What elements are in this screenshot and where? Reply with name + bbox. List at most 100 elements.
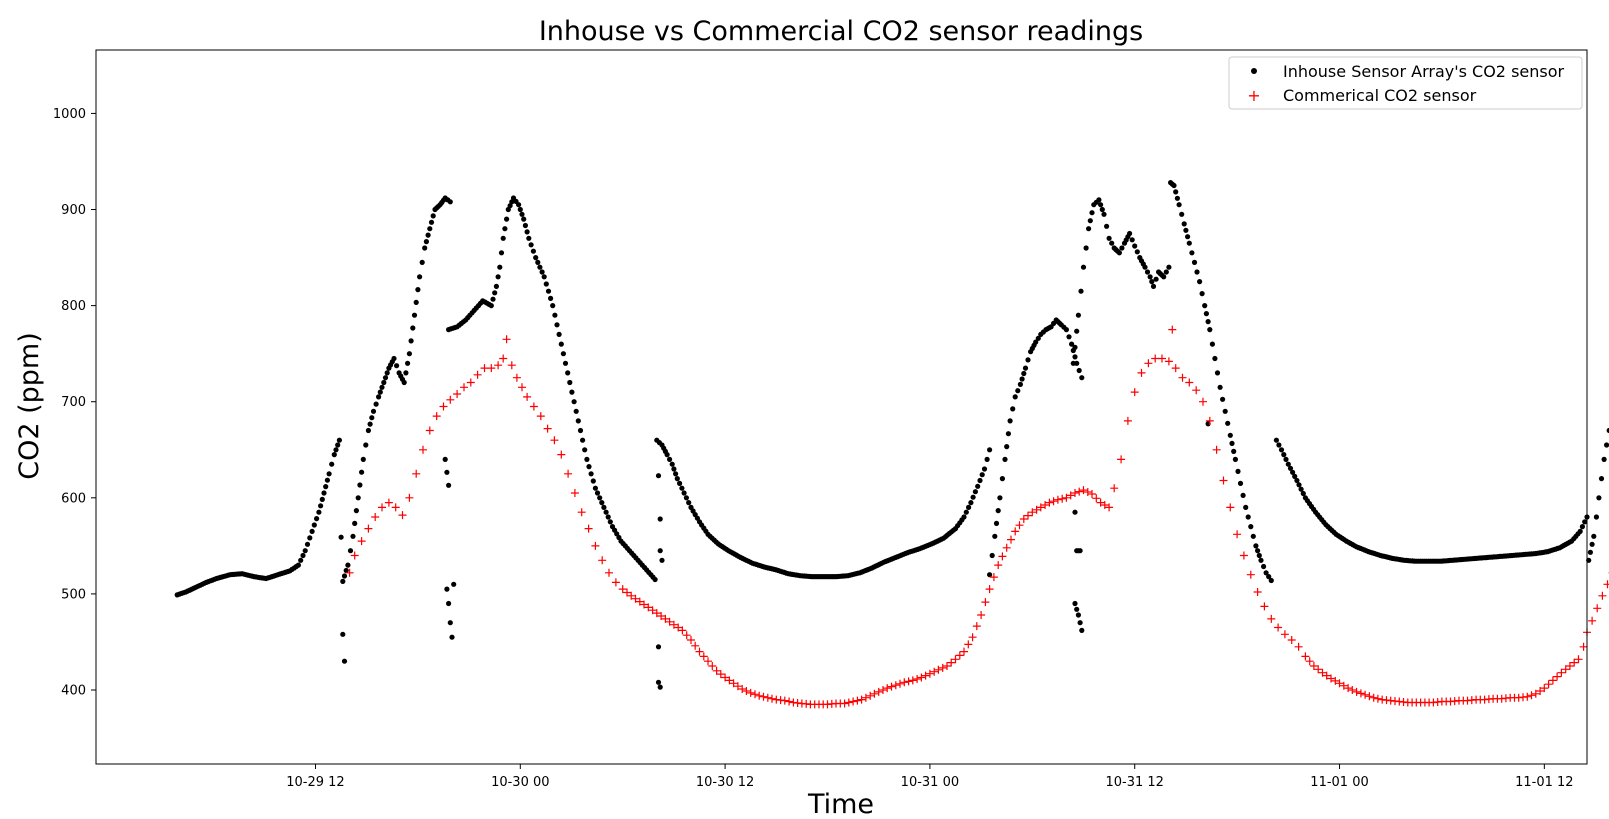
commercial-point [1305,657,1314,666]
inhouse-point [1290,469,1296,475]
inhouse-point [405,360,411,366]
inhouse-point [977,477,983,484]
inhouse-point [394,363,400,369]
inhouse-point [1147,274,1153,280]
commercial-point [605,568,613,577]
inhouse-point [1294,477,1300,484]
inhouse-point [304,541,311,547]
commercial-point [648,606,657,615]
inhouse-point [659,557,665,563]
commercial-point [618,585,627,594]
commercial-point [960,647,968,656]
commercial-point [1168,325,1177,334]
commercial-point [1548,676,1557,685]
inhouse-point [1197,279,1203,285]
commercial-point [623,588,631,597]
inhouse-point [1276,442,1282,448]
commercial-point [1233,530,1242,539]
commercial-point [704,657,712,666]
commercial-point [1544,680,1553,689]
commercial-point [763,693,772,702]
inhouse-point [326,471,332,477]
commercial-point [1369,693,1378,702]
commercial-point [1036,503,1045,512]
commercial-point [364,524,373,533]
commercial-point [1373,694,1382,703]
commercial-point [494,361,503,370]
inhouse-point [1079,375,1085,381]
inhouse-point [488,303,494,309]
commercial-point [968,633,977,642]
commercial-point [840,699,849,708]
inhouse-point [992,533,998,539]
series-inhouse-points [174,180,1609,690]
inhouse-point [1589,541,1595,547]
commercial-point [584,524,593,533]
commercial-point [951,655,960,664]
commercial-point [570,489,579,497]
inhouse-point [309,528,315,535]
inhouse-point [1015,388,1021,394]
commercial-point [1574,655,1583,664]
inhouse-point [1285,461,1291,467]
commercial-point [913,675,922,683]
legend-label-inhouse: Inhouse Sensor Array's CO2 sensor [1283,62,1565,81]
inhouse-point [592,485,599,491]
inhouse-point [1214,370,1221,376]
commercial-point [729,679,738,688]
inhouse-point [497,264,503,270]
inhouse-point [490,296,496,302]
commercial-point [861,693,870,702]
commercial-point [844,698,853,707]
commercial-point [1110,484,1119,493]
commercial-point [908,676,917,685]
inhouse-point [1189,250,1195,256]
commercial-point [1144,359,1153,368]
commercial-point [1557,668,1566,677]
inhouse-point [500,235,506,241]
inhouse-point [316,509,322,515]
commercial-point [1365,692,1374,701]
inhouse-point [336,437,342,443]
commercial-point [896,679,904,688]
inhouse-point [541,274,547,280]
commercial-point [938,663,947,672]
inhouse-point [1017,381,1024,387]
inhouse-point [1248,524,1254,530]
commercial-point [925,669,934,678]
inhouse-point [1087,218,1093,224]
commercial-point [964,640,973,649]
inhouse-point [597,495,603,501]
commercial-point [1066,491,1075,500]
x-tick-label: 10-30 12 [696,775,754,790]
commercial-point [921,671,930,680]
inhouse-point [667,456,673,462]
commercial-point [652,609,661,618]
inhouse-point [588,471,594,477]
inhouse-point [552,312,558,318]
y-tick-label: 400 [61,684,86,699]
commercial-point [564,469,573,478]
inhouse-point [1283,456,1289,462]
commercial-point [1565,662,1574,670]
commercial-point [627,591,636,600]
inhouse-point [1174,195,1180,201]
inhouse-point [1237,480,1244,486]
commercial-point [678,626,687,635]
inhouse-point [340,578,346,585]
commercial-point [687,636,695,644]
inhouse-point [367,421,373,427]
inhouse-point [415,287,421,293]
commercial-point [1192,386,1201,395]
commercial-point [1092,494,1101,503]
inhouse-point [1127,230,1133,237]
commercial-point [473,370,482,379]
inhouse-point [1205,319,1211,325]
inhouse-point [1069,341,1075,347]
inhouse-point [382,375,389,381]
inhouse-point [403,370,409,376]
commercial-point [350,551,359,560]
inhouse-point [970,494,976,500]
commercial-point [371,513,380,521]
inhouse-point [1292,473,1298,479]
